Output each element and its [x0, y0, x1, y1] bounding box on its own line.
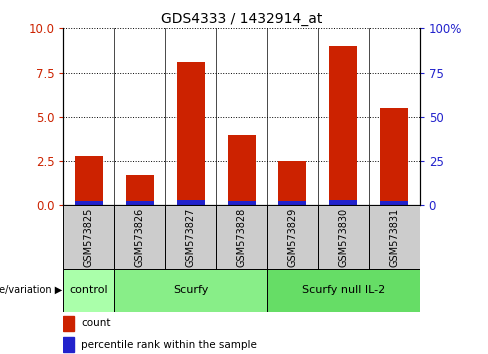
Bar [126, 201, 154, 205]
Text: GSM573831: GSM573831 [389, 207, 399, 267]
Text: GSM573827: GSM573827 [185, 207, 196, 267]
Text: GSM573830: GSM573830 [338, 207, 348, 267]
Bar [63, 316, 74, 331]
Bar [216, 205, 267, 269]
Bar [177, 200, 204, 205]
Bar [165, 205, 216, 269]
Bar [380, 108, 408, 205]
Text: GSM573828: GSM573828 [237, 207, 246, 267]
Bar [63, 269, 114, 312]
Text: count: count [81, 318, 111, 329]
Bar [177, 62, 204, 205]
Bar [380, 201, 408, 205]
Bar [75, 201, 103, 205]
Text: percentile rank within the sample: percentile rank within the sample [81, 339, 257, 350]
Bar [114, 205, 165, 269]
Text: Scurfy null IL-2: Scurfy null IL-2 [302, 285, 385, 295]
Bar [126, 175, 154, 205]
Bar [329, 200, 357, 205]
Bar [227, 201, 256, 205]
Text: GSM573825: GSM573825 [84, 207, 94, 267]
Bar [75, 156, 103, 205]
Bar [63, 337, 74, 352]
Bar [279, 201, 306, 205]
Bar [318, 205, 369, 269]
Text: GSM573829: GSM573829 [287, 207, 298, 267]
Bar [63, 205, 114, 269]
Bar [329, 46, 357, 205]
Bar [369, 205, 420, 269]
Bar [114, 269, 267, 312]
Bar [279, 161, 306, 205]
Title: GDS4333 / 1432914_at: GDS4333 / 1432914_at [161, 12, 322, 26]
Text: control: control [70, 285, 108, 295]
Text: Scurfy: Scurfy [173, 285, 208, 295]
Bar [227, 135, 256, 205]
Text: genotype/variation ▶: genotype/variation ▶ [0, 285, 62, 295]
Bar [267, 269, 420, 312]
Bar [267, 205, 318, 269]
Text: GSM573826: GSM573826 [135, 207, 145, 267]
